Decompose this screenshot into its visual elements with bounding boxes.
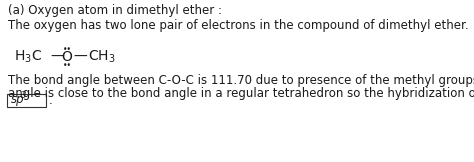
Text: The oxygen has two lone pair of electrons in the compound of dimethyl ether.: The oxygen has two lone pair of electron… (8, 19, 469, 32)
Text: —: — (73, 50, 87, 64)
Text: (a) Oxygen atom in dimethyl ether :: (a) Oxygen atom in dimethyl ether : (8, 4, 222, 17)
Text: 3: 3 (21, 92, 27, 100)
Text: H$_3$C: H$_3$C (14, 49, 42, 65)
Text: angle is close to the bond angle in a regular tetrahedron so the hybridization o: angle is close to the bond angle in a re… (8, 87, 474, 100)
FancyBboxPatch shape (8, 93, 46, 106)
Text: —: — (50, 50, 64, 64)
Text: .: . (49, 93, 53, 106)
Text: ••: •• (63, 60, 72, 69)
Text: sp: sp (11, 93, 25, 106)
Text: CH$_3$: CH$_3$ (88, 49, 116, 65)
Text: O: O (62, 50, 73, 64)
Text: ••: •• (63, 45, 72, 53)
Text: The bond angle between C-O-C is 111.70 due to presence of the methyl groups. As : The bond angle between C-O-C is 111.70 d… (8, 74, 474, 87)
